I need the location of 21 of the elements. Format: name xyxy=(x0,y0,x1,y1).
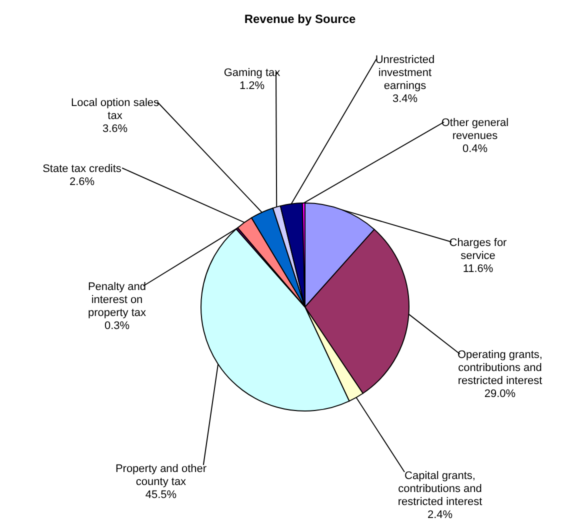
slice-label: Penalty and interest on property tax xyxy=(88,281,147,319)
data-label: 2.4% xyxy=(427,509,453,520)
data-label: 0.4% xyxy=(462,143,488,155)
slice-label: Operating grants, contributions and restricted interest xyxy=(458,349,542,387)
slice-label: Charges for service xyxy=(449,237,508,262)
data-label: 3.6% xyxy=(102,123,128,135)
chart-title: Revenue by Source xyxy=(244,12,356,26)
data-label: 11.6% xyxy=(462,263,494,275)
slice-label: Gaming tax xyxy=(224,67,281,79)
data-label: 0.3% xyxy=(104,320,130,332)
slice-label: Property and other county tax xyxy=(115,463,207,488)
slice-label: Unrestricted investment earnings xyxy=(375,54,435,92)
data-label: 1.2% xyxy=(239,80,265,92)
data-label: 45.5% xyxy=(145,489,177,501)
slice-label: Capital grants, contributions and restricted interest xyxy=(398,470,482,508)
slice-label: Local option sales tax xyxy=(70,97,160,122)
slice-label: State tax credits xyxy=(42,163,122,175)
slice-label: Other general revenues xyxy=(441,117,509,142)
data-label: 29.0% xyxy=(484,388,516,400)
data-label: 3.4% xyxy=(392,93,418,105)
data-label: 2.6% xyxy=(69,176,95,188)
